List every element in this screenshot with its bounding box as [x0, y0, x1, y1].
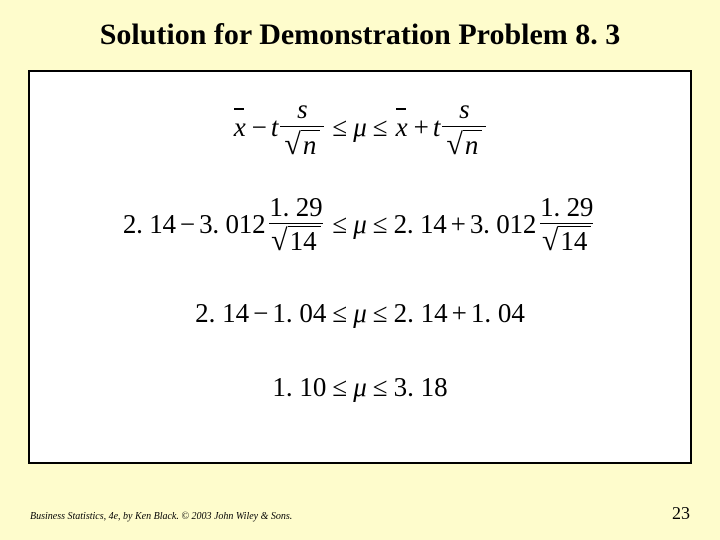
- sqrt: √ 14: [271, 226, 320, 255]
- le-op: ≤: [326, 112, 353, 143]
- t-value: 3. 012: [199, 209, 265, 240]
- slide: Solution for Demonstration Problem 8. 3 …: [0, 0, 720, 540]
- radical-sign: √: [542, 228, 558, 254]
- denominator-sqrt-n: √ 14: [269, 223, 322, 255]
- minus-op: −: [249, 298, 272, 329]
- fraction-snum-over-sqrt-n: 1. 29 √ 14: [538, 194, 595, 255]
- le-op: ≤: [326, 298, 353, 329]
- numerator-value: 1. 29: [538, 194, 595, 223]
- radicand-n: n: [463, 130, 483, 159]
- sqrt: √ n: [284, 130, 320, 159]
- plus-op: +: [448, 298, 471, 329]
- radicand-n-value: 14: [288, 226, 321, 255]
- upper-bound: 3. 18: [394, 372, 448, 403]
- formula-row-simplified: 2. 14 − 1. 04 ≤ μ ≤ 2. 14 + 1. 04: [30, 298, 690, 329]
- xbar: x: [394, 112, 410, 143]
- xbar-value: 2. 14: [123, 209, 176, 240]
- term-left: x − t s √ n: [232, 96, 327, 159]
- mu: μ: [353, 209, 367, 240]
- mu: μ: [353, 112, 367, 143]
- sqrt: √ 14: [542, 226, 591, 255]
- numerator-value: 1. 29: [267, 194, 324, 223]
- mu: μ: [353, 298, 367, 329]
- credit-text: Business Statistics, 4e, by Ken Black. ©…: [30, 511, 292, 522]
- formula-row-substituted: 2. 14 − 3. 012 1. 29 √ 14 ≤ μ ≤ 2. 14: [30, 194, 690, 255]
- t-var: t: [271, 112, 279, 143]
- minus-op: −: [176, 209, 199, 240]
- radical-sign: √: [271, 228, 287, 254]
- slide-title: Solution for Demonstration Problem 8. 3: [0, 0, 720, 62]
- formula-row-final: 1. 10 ≤ μ ≤ 3. 18: [30, 372, 690, 403]
- margin-value: 1. 04: [471, 298, 525, 329]
- t-var: t: [433, 112, 441, 143]
- fraction-s-over-sqrt-n: s √ n: [280, 96, 324, 159]
- t-value: 3. 012: [470, 209, 536, 240]
- plus-op: +: [447, 209, 470, 240]
- term-left: 2. 14 − 3. 012 1. 29 √ 14: [123, 194, 327, 255]
- le-op: ≤: [326, 209, 353, 240]
- numerator-s: s: [455, 96, 474, 126]
- le-op: ≤: [367, 372, 394, 403]
- lower-bound: 1. 10: [272, 372, 326, 403]
- le-op: ≤: [367, 298, 394, 329]
- term-right: x + t s √ n: [394, 96, 489, 159]
- page-number: 23: [672, 503, 690, 524]
- denominator-sqrt-n: √ n: [442, 126, 486, 159]
- denominator-sqrt-n: √ 14: [540, 223, 593, 255]
- term-right: 2. 14 + 3. 012 1. 29 √ 14: [394, 194, 598, 255]
- minus-op: −: [248, 112, 271, 143]
- fraction-snum-over-sqrt-n: 1. 29 √ 14: [267, 194, 324, 255]
- radicand-n: n: [301, 130, 321, 159]
- le-op: ≤: [367, 209, 394, 240]
- numerator-s: s: [293, 96, 312, 126]
- xbar: x: [232, 112, 248, 143]
- radical-sign: √: [284, 132, 300, 158]
- formula-row-generic: x − t s √ n ≤ μ ≤ x + t: [30, 96, 690, 159]
- plus-op: +: [410, 112, 433, 143]
- footer: Business Statistics, 4e, by Ken Black. ©…: [30, 503, 690, 524]
- mu: μ: [353, 372, 367, 403]
- denominator-sqrt-n: √ n: [280, 126, 324, 159]
- xbar-value: 2. 14: [394, 298, 448, 329]
- radicand-n-value: 14: [558, 226, 591, 255]
- margin-value: 1. 04: [272, 298, 326, 329]
- xbar-value: 2. 14: [394, 209, 447, 240]
- le-op: ≤: [326, 372, 353, 403]
- radical-sign: √: [446, 132, 462, 158]
- sqrt: √ n: [446, 130, 482, 159]
- xbar-value: 2. 14: [195, 298, 249, 329]
- math-box: x − t s √ n ≤ μ ≤ x + t: [28, 70, 692, 464]
- le-op: ≤: [367, 112, 394, 143]
- fraction-s-over-sqrt-n: s √ n: [442, 96, 486, 159]
